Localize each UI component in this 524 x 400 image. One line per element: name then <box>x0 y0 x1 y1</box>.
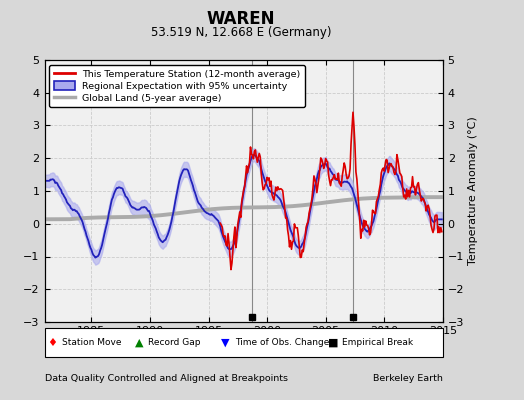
Text: ▼: ▼ <box>221 338 230 348</box>
Text: ♦: ♦ <box>47 338 58 348</box>
Text: 53.519 N, 12.668 E (Germany): 53.519 N, 12.668 E (Germany) <box>151 26 331 39</box>
Text: Station Move: Station Move <box>62 338 122 348</box>
Text: Empirical Break: Empirical Break <box>342 338 413 348</box>
Text: 2000: 2000 <box>253 326 281 336</box>
Text: 1995: 1995 <box>194 326 223 336</box>
Legend: This Temperature Station (12-month average), Regional Expectation with 95% uncer: This Temperature Station (12-month avera… <box>49 65 305 107</box>
Text: WAREN: WAREN <box>207 10 275 28</box>
Text: 1990: 1990 <box>136 326 164 336</box>
Text: Data Quality Controlled and Aligned at Breakpoints: Data Quality Controlled and Aligned at B… <box>45 374 288 383</box>
Text: ■: ■ <box>328 338 338 348</box>
Y-axis label: Temperature Anomaly (°C): Temperature Anomaly (°C) <box>468 117 478 265</box>
Text: 2005: 2005 <box>312 326 340 336</box>
Text: 2010: 2010 <box>370 326 398 336</box>
Text: Time of Obs. Change: Time of Obs. Change <box>235 338 329 348</box>
Text: Berkeley Earth: Berkeley Earth <box>373 374 443 383</box>
Text: 2015: 2015 <box>429 326 457 336</box>
Text: Record Gap: Record Gap <box>148 338 201 348</box>
Text: 1985: 1985 <box>77 326 105 336</box>
Text: ▲: ▲ <box>135 338 143 348</box>
